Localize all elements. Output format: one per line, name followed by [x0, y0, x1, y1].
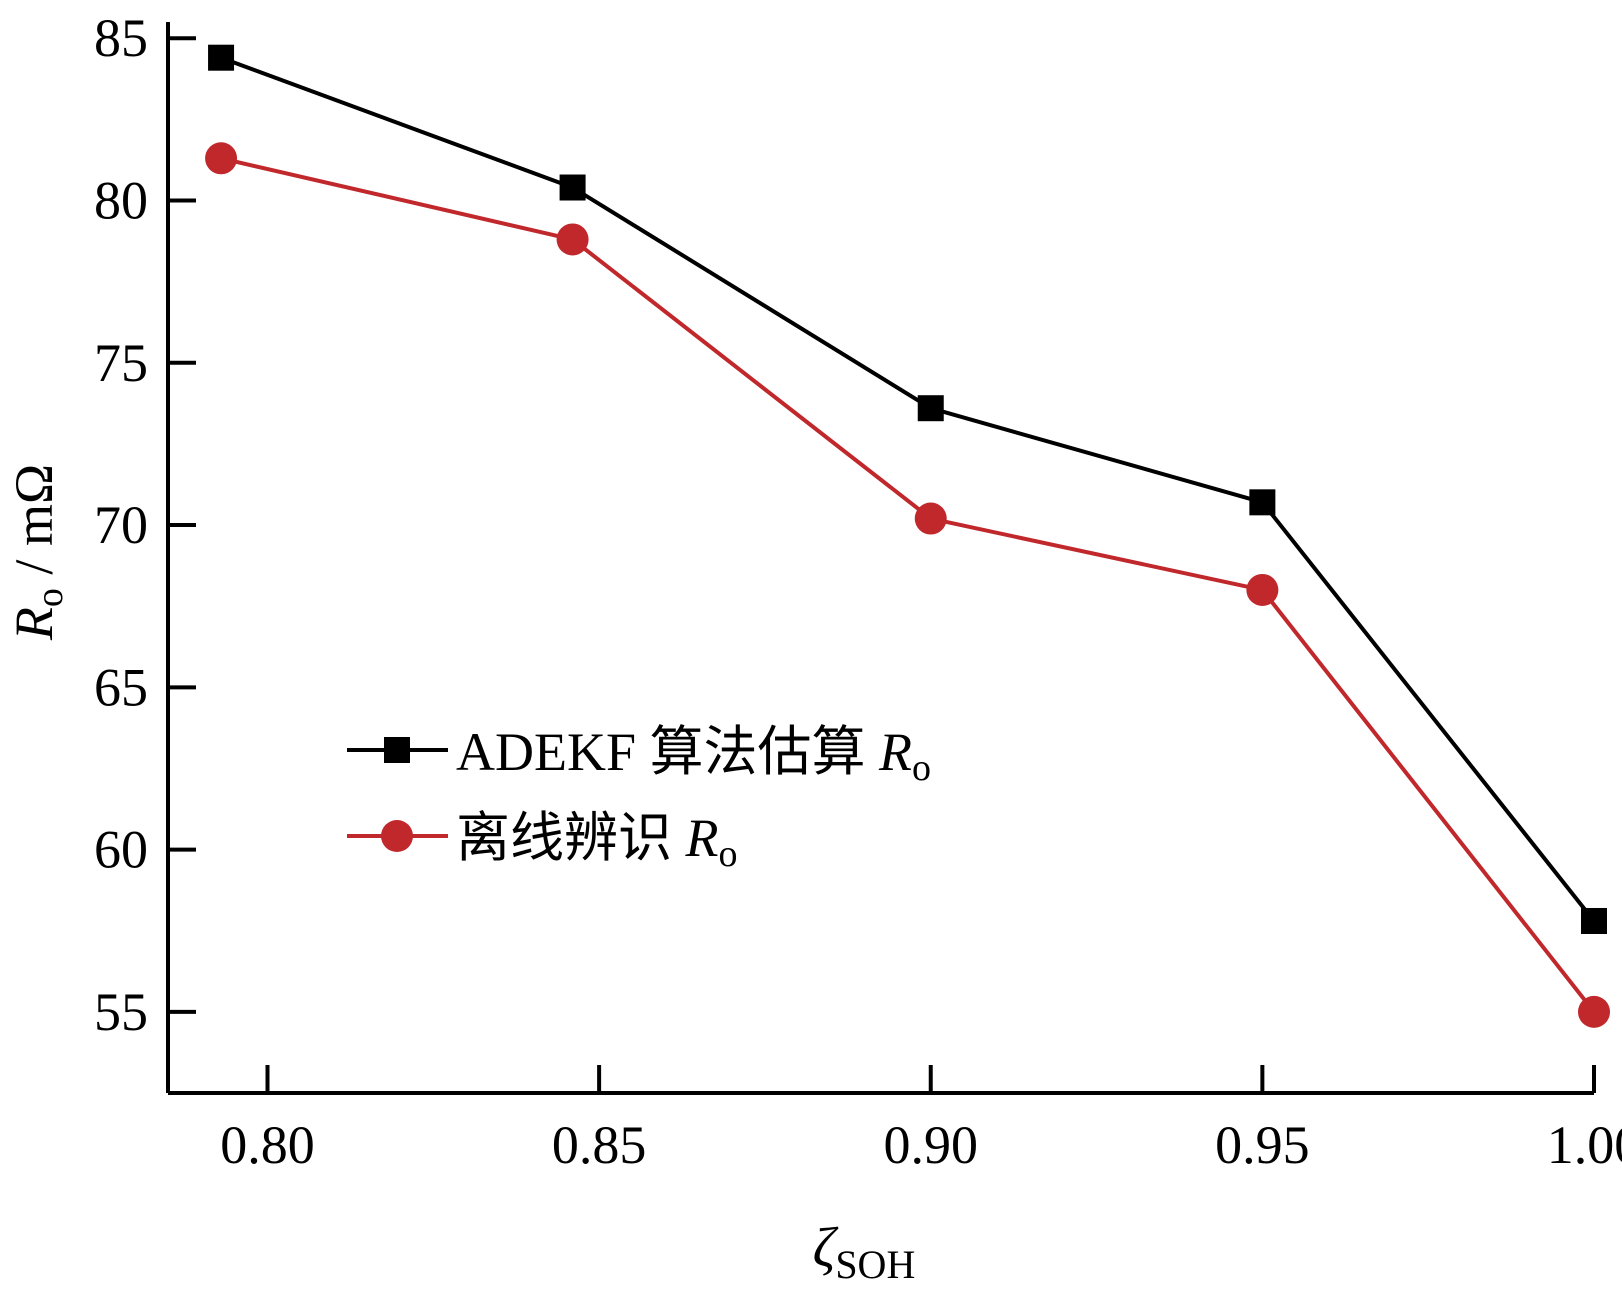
x-tick-label: 0.80 [220, 1115, 315, 1175]
axes [166, 22, 1594, 1095]
legend-label-offline-symbol: R [685, 808, 719, 868]
legend-label-offline-text: 离线辨识 [456, 808, 686, 868]
y-tick-label: 60 [94, 820, 148, 880]
y-tick-label: 65 [94, 657, 148, 717]
y-tick-label: 75 [94, 333, 148, 393]
data-point-square [559, 174, 586, 201]
legend-label-adekf-subscript: o [912, 747, 931, 789]
data-point-circle [205, 142, 238, 175]
data-point-circle [1246, 573, 1279, 606]
x-ticks: 0.80 0.85 0.90 0.95 1.00 [220, 1065, 1622, 1175]
legend: ADEKF 算法估算 Ro 离线辨识 Ro [347, 722, 931, 875]
legend-label-adekf-symbol: R [878, 722, 912, 782]
y-ticks: 55 60 65 70 75 80 85 [94, 8, 196, 1042]
data-point-circle [1578, 995, 1610, 1028]
x-axis-title: ζSOH [813, 1217, 916, 1287]
x-tick-label: 0.85 [552, 1115, 647, 1175]
legend-marker-circle [381, 820, 413, 852]
y-tick-label: 55 [94, 982, 148, 1042]
y-tick-label: 70 [94, 495, 148, 555]
legend-label-offline-subscript: o [719, 833, 738, 875]
legend-label-adekf-text: ADEKF 算法估算 [456, 722, 879, 782]
series-line-offline [220, 156, 1596, 1014]
series-line-adekf [220, 55, 1596, 923]
data-point-circle [556, 223, 589, 256]
data-point-square [1249, 489, 1276, 516]
x-tick-label: 0.90 [883, 1115, 978, 1175]
y-axis-subscript: o [29, 588, 71, 607]
series-layer [205, 44, 1610, 1028]
legend-label-offline: 离线辨识 Ro [456, 808, 738, 875]
data-point-square [208, 44, 235, 71]
legend-entry-adekf: ADEKF 算法估算 Ro [347, 722, 931, 789]
legend-entry-offline: 离线辨识 Ro [347, 808, 738, 875]
data-point-square [917, 395, 944, 422]
y-axis-unit: / mΩ [4, 464, 64, 588]
x-axis-symbol: ζ [813, 1217, 839, 1279]
x-tick-label: 0.95 [1215, 1115, 1310, 1175]
y-tick-label: 85 [94, 8, 148, 68]
legend-marker-square [384, 737, 410, 763]
x-axis-subscript: SOH [835, 1242, 915, 1287]
y-tick-label: 80 [94, 171, 148, 231]
y-axis-title: Ro / mΩ [4, 464, 71, 641]
data-point-circle [914, 502, 947, 535]
legend-label-adekf: ADEKF 算法估算 Ro [456, 722, 931, 789]
data-point-square [1581, 907, 1607, 934]
x-tick-label: 1.00 [1547, 1115, 1622, 1175]
y-axis-symbol: R [4, 607, 64, 641]
